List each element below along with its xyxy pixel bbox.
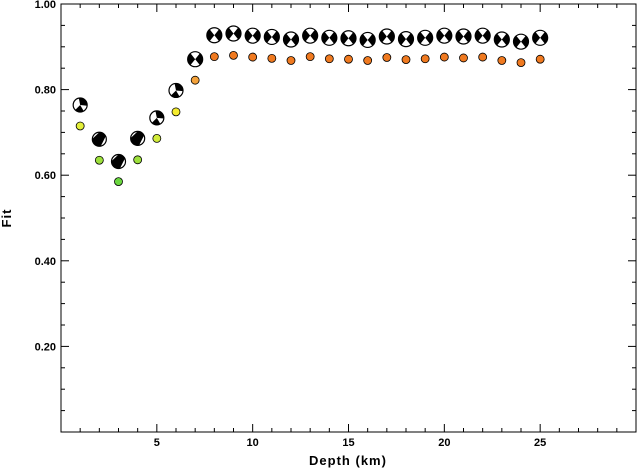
- x-tick-label: 20: [438, 437, 450, 449]
- focal-mechanism-marker: [378, 28, 395, 45]
- fit-dot: [209, 52, 219, 62]
- focal-mechanism-marker: [359, 31, 376, 49]
- x-tick-label: 10: [247, 437, 259, 449]
- focal-mechanism-marker: [225, 25, 242, 42]
- fit-dot: [152, 133, 162, 143]
- focal-mechanism-marker: [244, 27, 261, 44]
- focal-mechanism-marker: [302, 27, 319, 44]
- fit-dot: [114, 177, 123, 187]
- focal-mechanism-marker: [436, 27, 453, 44]
- fit-dot: [171, 107, 181, 117]
- fit-dot: [478, 52, 488, 62]
- focal-mechanism-marker: [474, 27, 491, 44]
- fit-dot: [459, 53, 468, 63]
- focal-mechanism-marker: [397, 30, 415, 48]
- focal-mechanism-marker: [512, 33, 530, 50]
- fit-dot: [516, 58, 526, 68]
- y-axis-ticks: 0.20 0.40 0.60 0.80 1.00: [35, 0, 636, 412]
- focal-mechanism-marker: [493, 31, 510, 48]
- focal-mechanism-marker: [110, 153, 127, 170]
- focal-mechanism-marker: [340, 30, 357, 47]
- fit-dot: [75, 121, 85, 131]
- fit-dot: [439, 52, 449, 62]
- focal-mechanism-marker: [149, 110, 165, 126]
- focal-mechanism-series: [72, 25, 549, 170]
- x-tick-label: 5: [154, 437, 160, 449]
- x-tick-label: 15: [342, 437, 354, 449]
- x-tick-label: 25: [534, 437, 546, 449]
- y-tick-label: 0.80: [35, 85, 56, 97]
- fit-dot: [133, 155, 143, 165]
- fit-dot: [190, 75, 200, 85]
- fit-dot: [363, 56, 373, 65]
- focal-mechanism-marker: [455, 28, 472, 45]
- fit-dot: [420, 54, 430, 64]
- fit-dot: [497, 56, 507, 65]
- plot-frame: [60, 3, 637, 433]
- fit-dot: [267, 53, 277, 63]
- fit-dot: [248, 52, 258, 62]
- fit-dot: [324, 54, 334, 64]
- focal-mechanism-marker: [206, 27, 223, 44]
- focal-mechanism-marker: [72, 97, 88, 113]
- focal-mechanism-marker: [187, 51, 204, 68]
- fit-dot: [401, 55, 411, 65]
- fit-dot: [229, 50, 238, 60]
- fit-dot: [94, 155, 104, 165]
- focal-mechanism-marker: [168, 82, 184, 99]
- focal-mechanism-marker: [532, 29, 549, 46]
- fit-dots-series: [75, 50, 545, 187]
- y-axis-label: Fit: [0, 209, 14, 228]
- fit-dot: [286, 56, 296, 65]
- y-tick-label: 0.40: [35, 256, 56, 268]
- x-axis-ticks: 5 10 15 20 25: [79, 4, 618, 449]
- y-tick-label: 1.00: [35, 0, 56, 11]
- focal-mechanism-marker: [282, 31, 300, 48]
- fit-dot: [535, 54, 545, 64]
- focal-mechanism-marker: [91, 131, 107, 147]
- x-axis-label: Depth (km): [309, 453, 387, 468]
- y-tick-label: 0.60: [35, 170, 56, 182]
- focal-mechanism-marker: [417, 29, 434, 46]
- focal-mechanism-marker: [321, 29, 338, 46]
- fit-dot: [344, 54, 353, 64]
- focal-mechanism-marker: [130, 130, 146, 146]
- y-tick-label: 0.20: [35, 341, 56, 353]
- focal-mechanism-marker: [263, 28, 280, 46]
- fit-dot: [305, 52, 315, 62]
- fit-dot: [382, 53, 392, 62]
